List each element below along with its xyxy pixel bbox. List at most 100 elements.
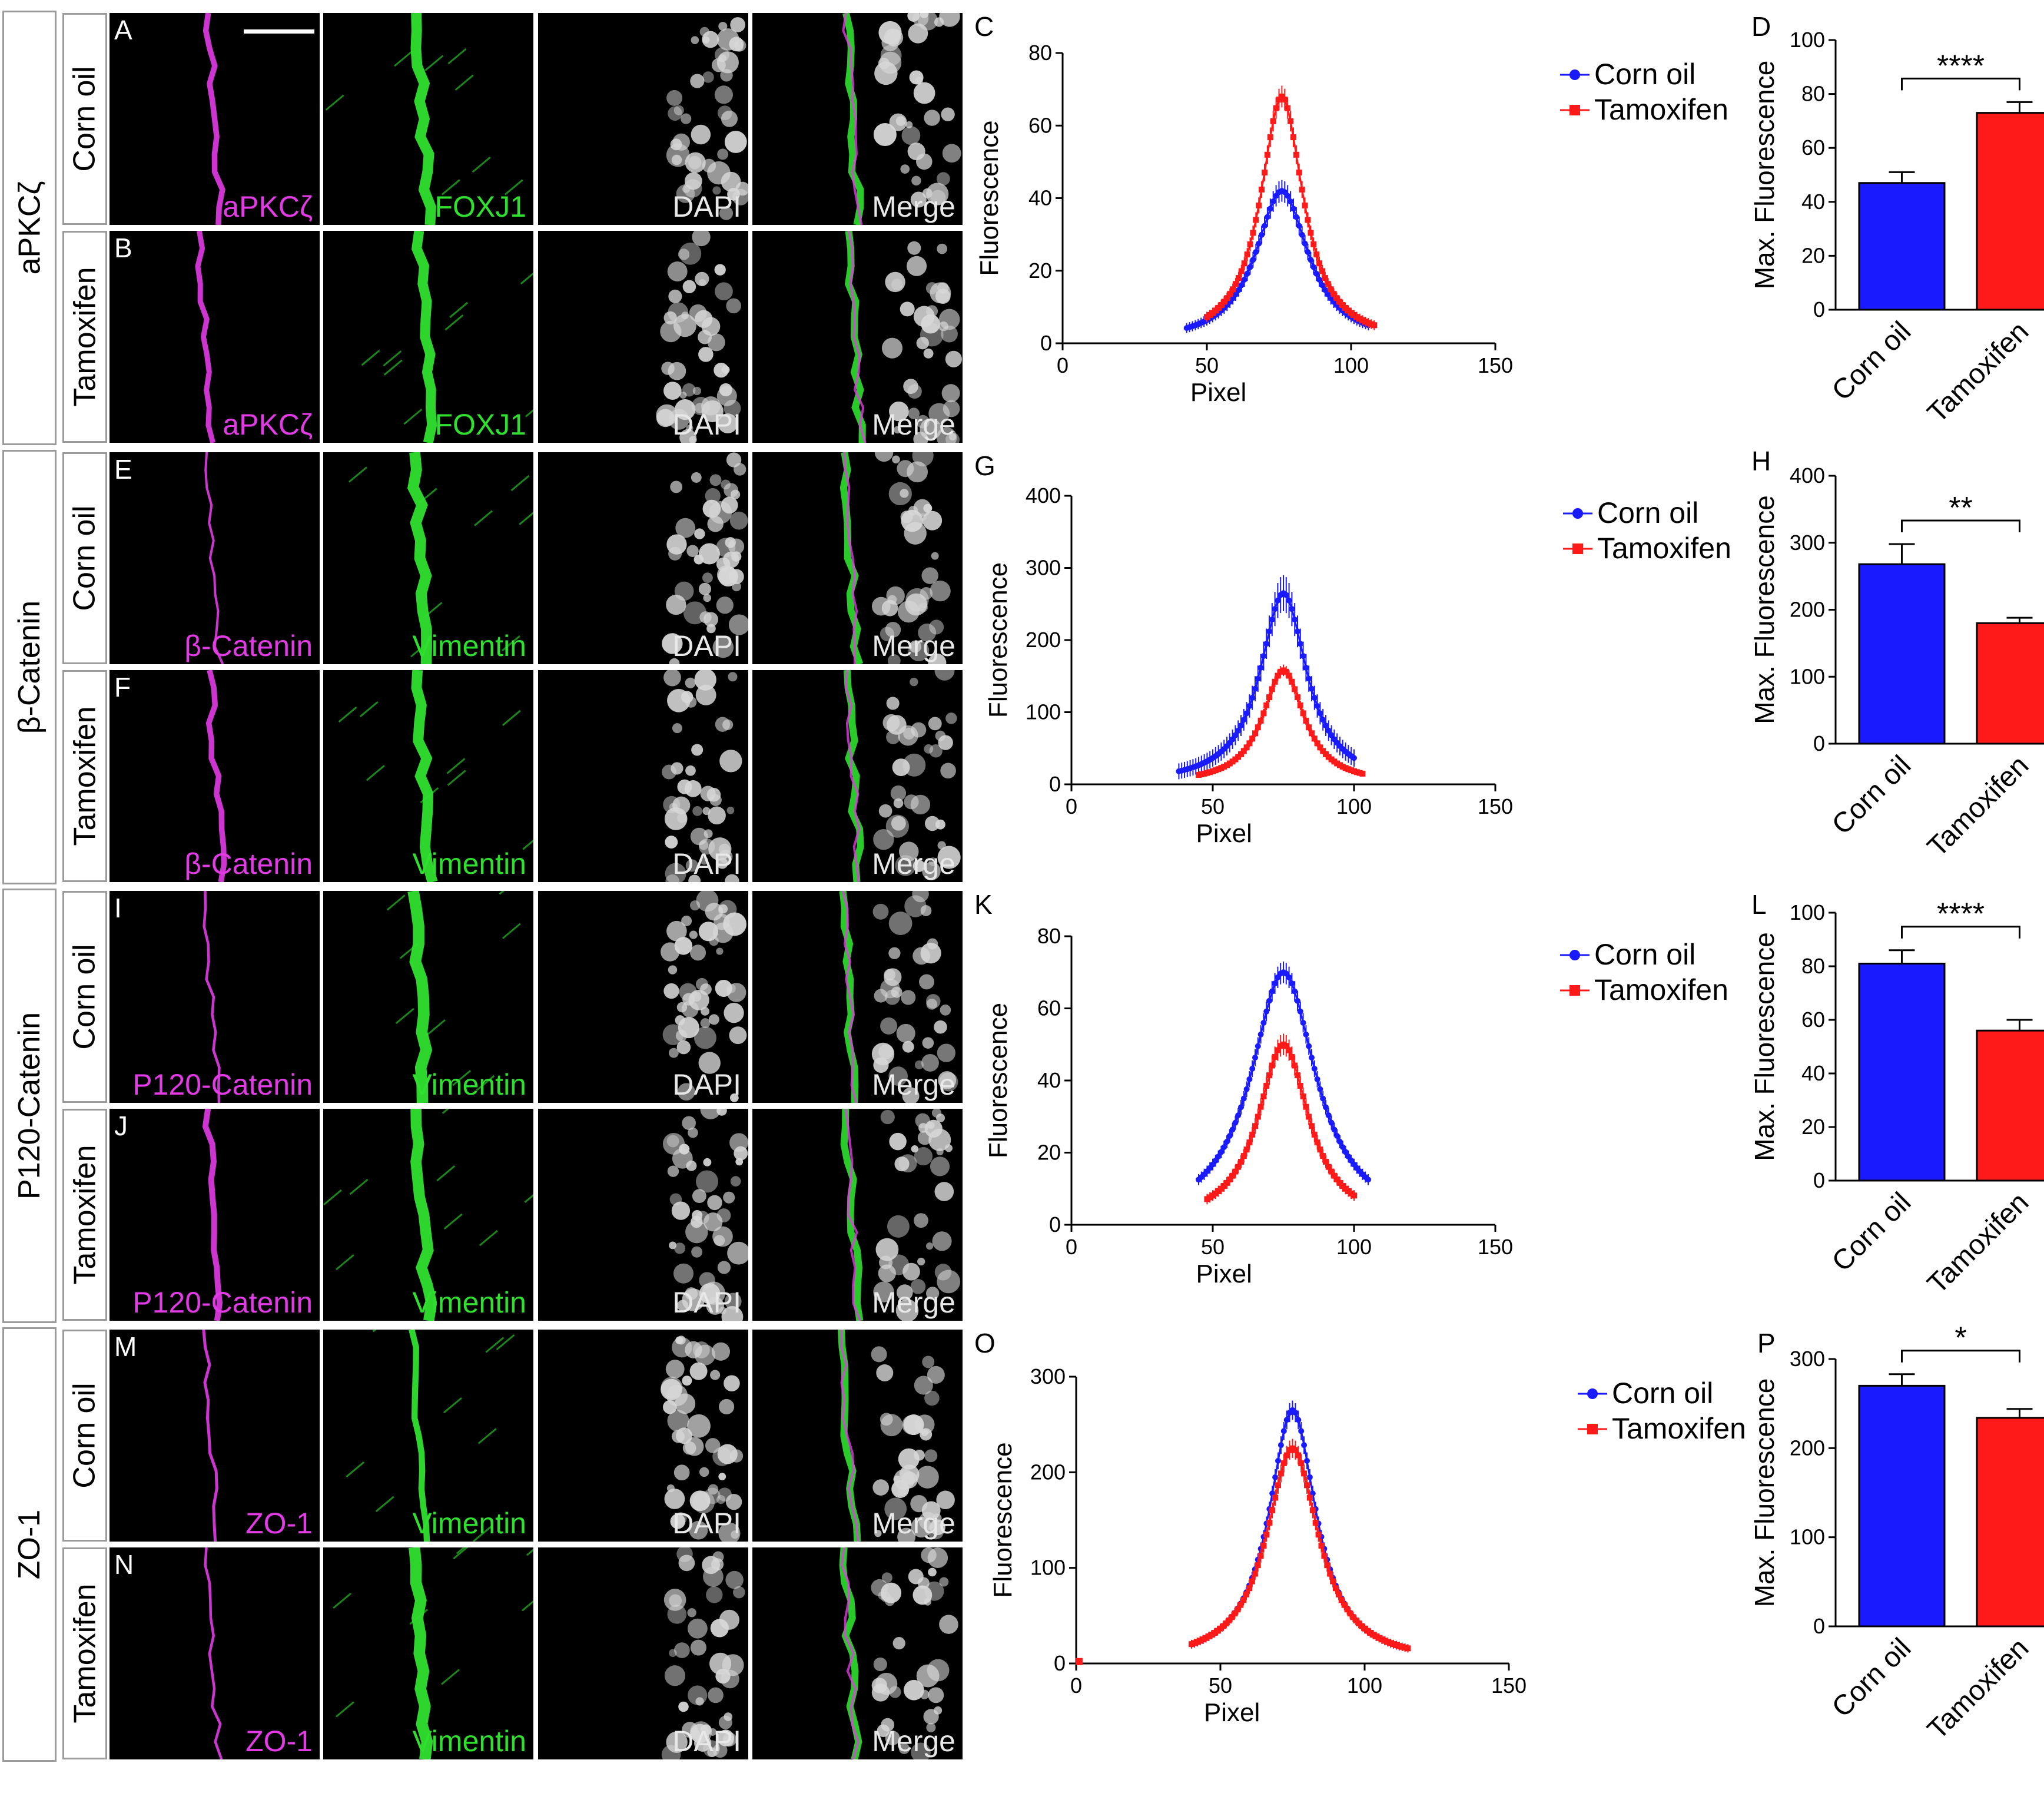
micrograph-image: [348, 452, 533, 664]
nucleus: [685, 677, 696, 688]
fiber: [442, 1109, 450, 1114]
fiber: [519, 511, 533, 525]
nucleus: [892, 1636, 905, 1650]
chart-panel-letter: L: [1751, 889, 1767, 920]
y-tick-label: 20: [1801, 243, 1825, 267]
data-point: [1266, 997, 1272, 1004]
nucleus: [665, 1360, 685, 1378]
nucleus: [923, 348, 934, 359]
fiber: [502, 923, 521, 939]
nucleus: [913, 82, 935, 104]
nucleus: [666, 920, 687, 942]
micrograph-image: [204, 452, 224, 664]
channel-label: Merge: [872, 847, 955, 880]
nucleus: [910, 1279, 926, 1294]
data-point: [1316, 260, 1323, 267]
nucleus: [662, 764, 676, 780]
condition-label-box: Tamoxifen: [62, 1109, 107, 1321]
x-tick-label: 150: [1478, 1235, 1513, 1259]
stain-strand: [839, 1547, 862, 1759]
nucleus: [922, 861, 941, 881]
nucleus: [667, 1410, 689, 1432]
nucleus: [687, 1608, 696, 1618]
legend-marker: [1587, 1424, 1598, 1434]
data-point: [1318, 1543, 1325, 1549]
data-point: [1244, 270, 1250, 277]
nucleus: [909, 640, 922, 653]
nucleus: [903, 727, 915, 740]
nucleus: [661, 1378, 682, 1400]
condition-label-text: Tamoxifen: [68, 1145, 102, 1285]
nucleus: [701, 396, 721, 416]
nucleus: [875, 1238, 899, 1261]
series-corn-oil: [1189, 1400, 1402, 1650]
nucleus: [706, 1586, 723, 1603]
data-point: [1289, 678, 1295, 685]
nucleus: [727, 1241, 748, 1265]
data-point: [1293, 151, 1299, 158]
data-point: [1272, 980, 1278, 987]
series-corn-oil: [1176, 575, 1357, 780]
nucleus: [885, 1731, 900, 1746]
data-point: [1342, 1149, 1349, 1155]
bar-chart: 0 100 200 300 Max. Fluorescence Corn oil Tamox…: [1749, 1321, 2044, 1745]
data-point: [1255, 675, 1261, 682]
nucleus: [925, 305, 938, 317]
micrograph-image: [662, 452, 748, 664]
data-point: [1289, 1053, 1295, 1060]
fiber: [427, 1019, 446, 1036]
data-point: [1330, 1578, 1336, 1585]
nucleus: [902, 1262, 920, 1281]
data-point: [1347, 1610, 1353, 1617]
nucleus: [675, 1030, 688, 1042]
nucleus: [714, 1235, 725, 1247]
channel-label: DAPI: [672, 190, 741, 223]
nucleus: [679, 242, 702, 265]
nucleus: [668, 546, 682, 561]
stain-strand: [195, 231, 216, 443]
data-point: [1334, 1133, 1340, 1139]
x-tick-label: 0: [1057, 353, 1069, 377]
fiber: [383, 359, 403, 376]
nucleus: [896, 1023, 915, 1043]
condition-label: Corn oil: [64, 893, 105, 1101]
y-tick-label: 80: [1037, 924, 1061, 948]
data-point: [1260, 710, 1267, 717]
data-point: [1266, 628, 1272, 635]
data-point: [1275, 597, 1281, 604]
micrograph-panel: Merge: [752, 452, 963, 664]
y-tick-label: 40: [1801, 1061, 1825, 1085]
nucleus: [666, 1135, 679, 1148]
nucleus: [685, 1437, 704, 1456]
nucleus: [674, 1242, 686, 1254]
nucleus: [904, 1679, 924, 1701]
data-point: [1244, 251, 1250, 258]
micrograph-panel: ZO-1 N: [110, 1547, 320, 1759]
nucleus: [699, 279, 706, 286]
micrograph-image: [656, 231, 741, 443]
condition-label-box: Tamoxifen: [62, 670, 107, 882]
data-point: [1250, 257, 1256, 263]
fiber: [361, 350, 380, 366]
data-point: [1290, 206, 1296, 212]
line-chart: 0 100 200 300 400 0 50 100 150 Pixel Fluorescence: [984, 483, 1513, 848]
data-point: [1300, 1093, 1306, 1100]
nucleus: [939, 1072, 958, 1092]
data-point: [1301, 1442, 1308, 1449]
fiber: [525, 409, 533, 417]
micrograph-panel: FOXJ1: [323, 231, 533, 443]
y-tick-label: 60: [1801, 135, 1825, 160]
micrograph-panel: P120-Catenin I: [110, 891, 320, 1103]
nucleus: [897, 1527, 916, 1542]
fiber: [436, 1165, 456, 1182]
nucleus: [729, 1093, 739, 1102]
group-label: aPKCζ: [4, 12, 55, 443]
nucleus: [716, 596, 734, 614]
legend-label: Corn oil: [1597, 496, 1698, 529]
stain-strand: [407, 452, 432, 664]
nucleus: [666, 594, 686, 615]
data-point: [1276, 97, 1282, 103]
category-label: Corn oil: [1826, 1632, 1917, 1723]
panel-letter: J: [114, 1111, 128, 1141]
